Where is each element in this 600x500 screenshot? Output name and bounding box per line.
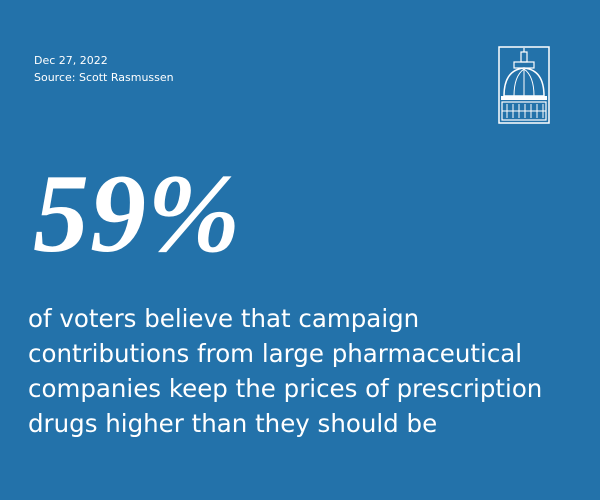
body-line: of voters believe that campaign <box>28 304 420 333</box>
stat: 59% <box>33 152 242 276</box>
body-line: contributions from large pharmaceutical <box>28 339 523 368</box>
source: Source: Scott Rasmussen <box>34 71 174 84</box>
body-line: companies keep the prices of prescriptio… <box>28 374 543 403</box>
body-line: drugs higher than they should be <box>28 409 438 438</box>
date: Dec 27, 2022 <box>34 54 108 67</box>
logo <box>498 46 550 124</box>
